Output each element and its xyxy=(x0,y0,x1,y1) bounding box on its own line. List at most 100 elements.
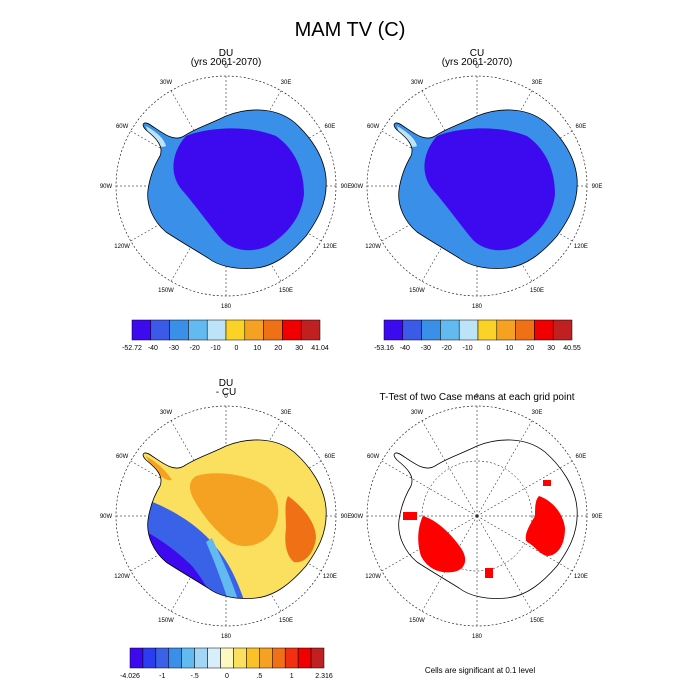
panel-cu: CU (yrs 2061-2070) 0 30E 60E 90E 120E 150E 180… xyxy=(351,48,603,352)
longitude-label: 180 xyxy=(221,304,232,310)
colorbar-label: 30 xyxy=(295,345,303,352)
temperature-field-du xyxy=(143,109,327,269)
longitude-label: 60W xyxy=(116,454,129,460)
colorbar-box xyxy=(402,319,422,341)
colorbar-label: 41.04 xyxy=(311,345,329,352)
colorbar-label: 30 xyxy=(547,345,555,352)
colorbar-label: 10 xyxy=(253,345,261,352)
significant-cells xyxy=(403,512,417,520)
panel-du: DU (yrs 2061-2070) 0 30E 60E 90E 120E 150E 180… xyxy=(100,48,352,352)
longitude-label: 150W xyxy=(409,288,425,294)
panel-du-title-line1: DU xyxy=(219,48,233,59)
colorbar-label: -20 xyxy=(190,345,200,352)
longitude-labels: 0 30E 60E 90E 120E 150E 180 150W 120W 90W 60W 30W xyxy=(100,64,352,310)
polar-map-cu: 0 30E 60E 90E 120E 150E 180 150W 120W 90W 60W 30W xyxy=(351,64,603,310)
longitude-label: 180 xyxy=(472,634,483,640)
polar-map-ttest: 0 30E 60E 90E 120E 150E 180 150W 120W 90W 60W 30W xyxy=(351,394,603,640)
colorbar-label: -.5 xyxy=(191,673,199,680)
colorbar-label: -1 xyxy=(159,673,165,680)
colorbar-box xyxy=(244,319,264,341)
longitude-label: 120W xyxy=(365,574,381,580)
colorbar-box xyxy=(272,647,286,669)
colorbar-box xyxy=(534,319,554,341)
longitude-label: 120W xyxy=(365,244,381,250)
significant-cells xyxy=(543,480,551,486)
longitude-label: 60E xyxy=(325,454,336,460)
longitude-label: 150W xyxy=(158,618,174,624)
panel-du-title-line2: (yrs 2061-2070) xyxy=(191,57,262,68)
colorbar-box xyxy=(131,319,152,341)
longitude-label: 30W xyxy=(160,80,173,86)
colorbar-label: 2.316 xyxy=(315,673,333,680)
map-boundary xyxy=(115,75,337,297)
colorbar-box xyxy=(310,647,325,669)
colorbar-box xyxy=(552,319,573,341)
colorbar-box xyxy=(383,319,404,341)
map-boundary xyxy=(115,405,337,627)
longitude-label: 90E xyxy=(592,514,603,520)
longitude-label: 180 xyxy=(472,304,483,310)
longitude-label: 150E xyxy=(279,288,293,294)
longitude-label: 30E xyxy=(532,410,543,416)
longitude-labels: 0 30E 60E 90E 120E 150E 180 150W 120W 90W 60W 30W xyxy=(351,64,603,310)
colorbar-box xyxy=(259,647,273,669)
colorbar-box xyxy=(220,647,234,669)
colorbar-box xyxy=(246,647,260,669)
longitude-labels: 0 30E 60E 90E 120E 150E 180 150W 120W 90W 60W 30W xyxy=(351,394,603,640)
polar-map-du: 0 30E 60E 90E 120E 150E 180 150W 120W 90W 60W 30W xyxy=(100,64,352,310)
colorbar-box xyxy=(440,319,460,341)
colorbar-box xyxy=(207,647,221,669)
longitude-label: 30W xyxy=(411,80,424,86)
colorbar-label: -40 xyxy=(400,345,410,352)
significance-field xyxy=(403,480,565,578)
colorbar-box xyxy=(194,647,208,669)
longitude-label: 90E xyxy=(341,184,352,190)
longitude-label: 150E xyxy=(279,618,293,624)
colorbar-box xyxy=(282,319,302,341)
longitude-label: 0 xyxy=(224,64,228,70)
colorbar-label: -40 xyxy=(148,345,158,352)
longitude-label: 90W xyxy=(351,184,364,190)
temperature-field-cu xyxy=(394,109,578,269)
colorbar-label: 10 xyxy=(505,345,513,352)
colorbar-box xyxy=(142,647,157,669)
significant-cells xyxy=(418,516,466,573)
colorbar-label: -52.72 xyxy=(122,345,142,352)
colorbar-cu: -53.16 -40 -30 -20 -10 0 10 20 30 40.55 xyxy=(374,319,581,352)
longitude-label: 60W xyxy=(367,454,380,460)
longitude-label: 120E xyxy=(574,574,588,580)
longitude-label: 30E xyxy=(281,410,292,416)
longitude-label: 120E xyxy=(323,244,337,250)
colorbar-label: 20 xyxy=(526,345,534,352)
longitude-label: 90W xyxy=(100,514,113,520)
longitude-label: 60E xyxy=(576,124,587,130)
colorbar-label: .5 xyxy=(256,673,262,680)
map-boundary xyxy=(366,405,588,627)
latitude-circle xyxy=(421,460,533,572)
longitude-label: 30E xyxy=(281,80,292,86)
colorbar-box xyxy=(263,319,283,341)
longitude-label: 150E xyxy=(530,288,544,294)
panel-diff-title-line1: DU xyxy=(219,378,233,389)
colorbar-box xyxy=(496,319,516,341)
panel-diff: DU - CU 0 30E 60E 90E 120E 150E 180 150W 120W 90W… xyxy=(100,378,352,680)
longitude-label: 60W xyxy=(116,124,129,130)
colorbar-box xyxy=(169,319,189,341)
main-title: MAM TV (C) xyxy=(295,19,406,41)
colorbar-label: -20 xyxy=(442,345,452,352)
panel-cu-title-line2: (yrs 2061-2070) xyxy=(442,57,513,68)
colorbar-box xyxy=(206,319,227,341)
longitude-label: 30E xyxy=(532,80,543,86)
longitude-label: 90W xyxy=(100,184,113,190)
longitude-label: 90W xyxy=(351,514,364,520)
colorbar-box xyxy=(421,319,441,341)
map-boundary xyxy=(366,75,588,297)
meridian-line xyxy=(476,420,533,517)
colorbar-box xyxy=(458,319,479,341)
panel-diff-title-line2: - CU xyxy=(216,387,237,398)
colorbar-box xyxy=(129,647,144,669)
longitude-label: 150E xyxy=(530,618,544,624)
colorbar-box xyxy=(225,319,246,341)
colorbar-label: 40.55 xyxy=(563,345,581,352)
longitude-label: 150W xyxy=(409,618,425,624)
